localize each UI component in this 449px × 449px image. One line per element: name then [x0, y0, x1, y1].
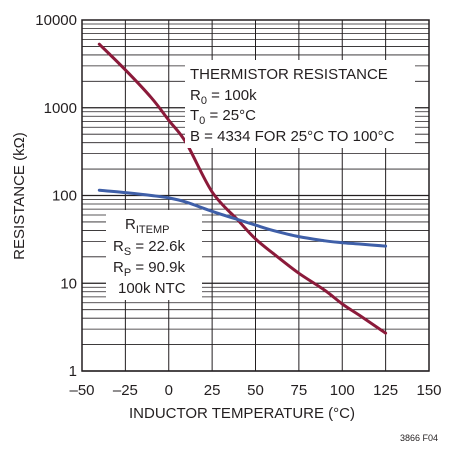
rs-subscript: S [124, 246, 131, 258]
x-tick-label: 150 [416, 382, 441, 399]
series-group [97, 42, 388, 335]
thermistor-b-line: B = 4334 FOR 25°C TO 100°C [190, 128, 395, 145]
x-tick-label: 100 [330, 382, 355, 399]
ritemp-ntc-line: 100k NTC [118, 280, 186, 297]
x-tick-label: –50 [69, 382, 94, 399]
ritemp-symbol: R [125, 216, 136, 233]
r0-subscript: 0 [201, 95, 207, 107]
plot-border [81, 19, 430, 372]
x-tick-label: 75 [291, 382, 308, 399]
ritemp-annotation-box [106, 210, 202, 300]
thermistor-t0-line: T0 = 25°C [190, 107, 256, 127]
thermistor-annotation-box [185, 60, 415, 148]
thermistor-resistance-line [97, 42, 388, 335]
rp-symbol: R [113, 259, 124, 276]
t0-value: = 25°C [205, 107, 256, 124]
rs-symbol: R [113, 238, 124, 255]
y-tick-label: 1 [69, 363, 77, 380]
x-tick-label: 0 [165, 382, 173, 399]
x-axis-title: INDUCTOR TEMPERATURE (°C) [129, 405, 355, 422]
y-tick-label: 10 [60, 275, 77, 292]
figure-id: 3866 F04 [400, 433, 438, 443]
x-tick-label: 50 [247, 382, 264, 399]
y-tick-label: 1000 [44, 100, 77, 117]
rp-subscript: P [124, 267, 131, 279]
y-tick-label: 10000 [35, 12, 77, 29]
annotation-boxes [106, 60, 415, 300]
rp-value: = 90.9k [131, 259, 185, 276]
tick-labels: –50 –25 0 25 50 75 100 125 150 1 10 100 1000 10000 [35, 12, 441, 399]
thermistor-r0-line: R0 = 100k [190, 87, 257, 107]
x-tick-label: 25 [204, 382, 221, 399]
t0-symbol: T [190, 107, 199, 124]
ritemp-rs-line: RS = 22.6k [113, 238, 185, 258]
x-tick-label: 125 [373, 382, 398, 399]
y-axis-title: RESISTANCE (kΩ) [11, 132, 28, 260]
thermistor-title: THERMISTOR RESISTANCE [190, 66, 388, 83]
plot-frame [81, 19, 430, 372]
ritemp-title: RITEMP [125, 216, 169, 236]
ritemp-rp-line: RP = 90.9k [113, 259, 185, 279]
x-tick-label: –25 [113, 382, 138, 399]
ritemp-subscript: ITEMP [136, 224, 170, 236]
t0-subscript: 0 [199, 115, 205, 127]
y-tick-label: 100 [52, 188, 77, 205]
r0-symbol: R [190, 87, 201, 104]
ritemp-resistance-line [97, 188, 388, 248]
r0-value: = 100k [207, 87, 257, 104]
rs-value: = 22.6k [131, 238, 185, 255]
